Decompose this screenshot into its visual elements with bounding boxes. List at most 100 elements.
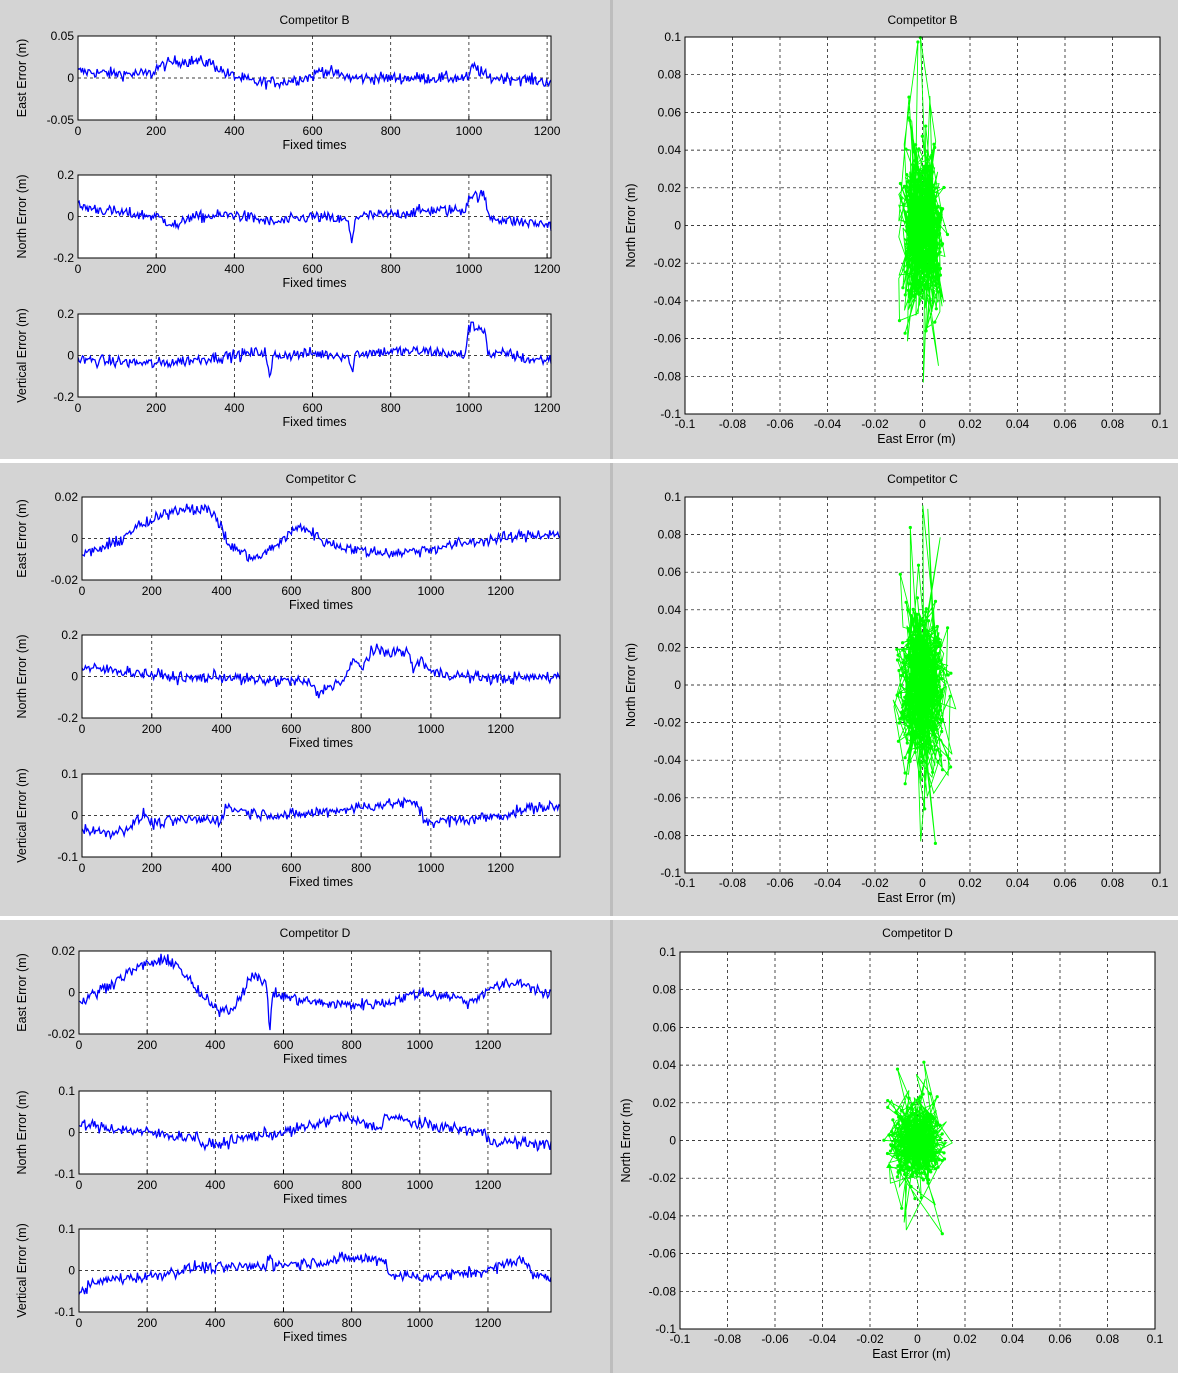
scatter-point	[913, 284, 918, 288]
scatter-point	[923, 700, 927, 704]
scatter-point	[934, 1135, 938, 1139]
scatter-point	[920, 269, 924, 273]
competitor-panel: Competitor C0 200 400 600 800 1000 12000.020-0…	[15, 472, 1169, 905]
x-tick-label: 0	[79, 722, 86, 736]
scatter-point	[933, 266, 938, 270]
scatter-point	[927, 1134, 931, 1138]
y-tick-label: 0.04	[653, 1058, 677, 1072]
scatter-point	[905, 194, 909, 198]
scatter-point	[922, 1060, 926, 1064]
scatter-point	[919, 761, 923, 765]
x-tick-label: 1200	[487, 722, 514, 736]
x-tick-label: 200	[146, 401, 166, 415]
y-axis-label: North Error (m)	[15, 1090, 29, 1174]
scatter-point	[916, 1168, 920, 1172]
scatter-point	[911, 1172, 915, 1176]
scatter-point	[915, 1134, 919, 1138]
y-tick-label: 0	[71, 670, 78, 684]
scatter-axes: Competitor D -0.1 -0.08 -0.06 -0.04 -0.02 0 0.0…	[619, 926, 1164, 1361]
scatter-point	[918, 36, 923, 40]
scatter-point	[899, 691, 903, 695]
scatter-point	[936, 212, 941, 216]
scatter-point	[885, 1151, 890, 1156]
scatter-point	[918, 249, 922, 253]
scatter-point	[922, 643, 926, 647]
scatter-point	[917, 1096, 921, 1101]
scatter-point	[896, 1126, 900, 1130]
scatter-point	[911, 731, 916, 736]
scatter-point	[926, 685, 930, 689]
scatter-point	[931, 212, 935, 216]
x-tick-label: 200	[142, 722, 162, 736]
scatter-point	[928, 1119, 932, 1123]
x-tick-label: -0.1	[675, 417, 696, 431]
x-tick-label: 1000	[456, 401, 483, 415]
scatter-title: Competitor B	[887, 13, 957, 27]
x-tick-label: 400	[224, 262, 244, 276]
scatter-point	[910, 1127, 914, 1131]
scatter-point	[921, 1133, 925, 1137]
x-tick-label: 400	[205, 1316, 225, 1330]
axes-frame	[78, 950, 552, 1035]
x-tick-label: 1200	[475, 1316, 502, 1330]
scatter-point	[935, 218, 939, 222]
scatter-point	[929, 718, 933, 722]
series-line	[78, 1251, 552, 1295]
scatter-point	[911, 258, 915, 262]
y-tick-label: -0.06	[654, 791, 682, 805]
scatter-point	[906, 689, 910, 694]
scatter-point	[896, 653, 900, 657]
scatter-point	[933, 678, 938, 682]
plot-area	[82, 497, 560, 580]
scatter-point	[917, 1143, 921, 1147]
scatter-point	[903, 1172, 907, 1176]
scatter-point	[940, 243, 944, 247]
x-tick-label: -0.1	[670, 1332, 691, 1346]
y-tick-label: 0.1	[61, 767, 78, 781]
scatter-point	[907, 201, 911, 206]
scatter-point	[905, 1126, 909, 1130]
scatter-point	[938, 273, 943, 277]
scatter-point	[932, 237, 936, 241]
scatter-point	[923, 695, 927, 699]
scatter-point	[938, 225, 942, 229]
y-tick-label: 0.04	[658, 143, 682, 157]
scatter-point	[909, 1184, 913, 1189]
x-tick-label: -0.08	[714, 1332, 742, 1346]
plot-area	[82, 774, 560, 857]
scatter-point	[917, 1119, 921, 1123]
scatter-point	[919, 264, 923, 268]
scatter-point	[909, 655, 913, 659]
scatter-point	[916, 180, 920, 184]
axes-frame	[684, 496, 1161, 874]
y-tick-label: -0.2	[53, 251, 74, 265]
scatter-point	[916, 210, 920, 214]
scatter-point	[928, 174, 932, 178]
x-tick-label: 1200	[534, 262, 561, 276]
y-tick-label: -0.02	[654, 256, 682, 270]
scatter-point	[934, 665, 939, 669]
y-tick-label: -0.1	[54, 1167, 75, 1181]
x-tick-label: 1000	[406, 1316, 433, 1330]
scatter-point	[942, 1151, 946, 1155]
scatter-point	[907, 718, 911, 722]
scatter-point	[925, 193, 929, 197]
scatter-trace	[898, 37, 948, 383]
scatter-point	[940, 690, 944, 694]
scatter-point	[914, 248, 918, 253]
scatter-point	[933, 1152, 937, 1156]
band-divider	[0, 916, 1178, 920]
scatter-point	[917, 147, 921, 151]
scatter-point	[913, 159, 917, 163]
y-tick-label: 0	[71, 809, 78, 823]
scatter-point	[938, 250, 942, 254]
scatter-point	[911, 180, 916, 184]
x-tick-label: 1200	[534, 124, 561, 138]
y-tick-label: -0.04	[654, 753, 682, 767]
scatter-point	[907, 1139, 912, 1143]
scatter-point	[917, 206, 922, 210]
scatter-point	[926, 632, 930, 636]
y-tick-label: 0	[68, 986, 75, 1000]
